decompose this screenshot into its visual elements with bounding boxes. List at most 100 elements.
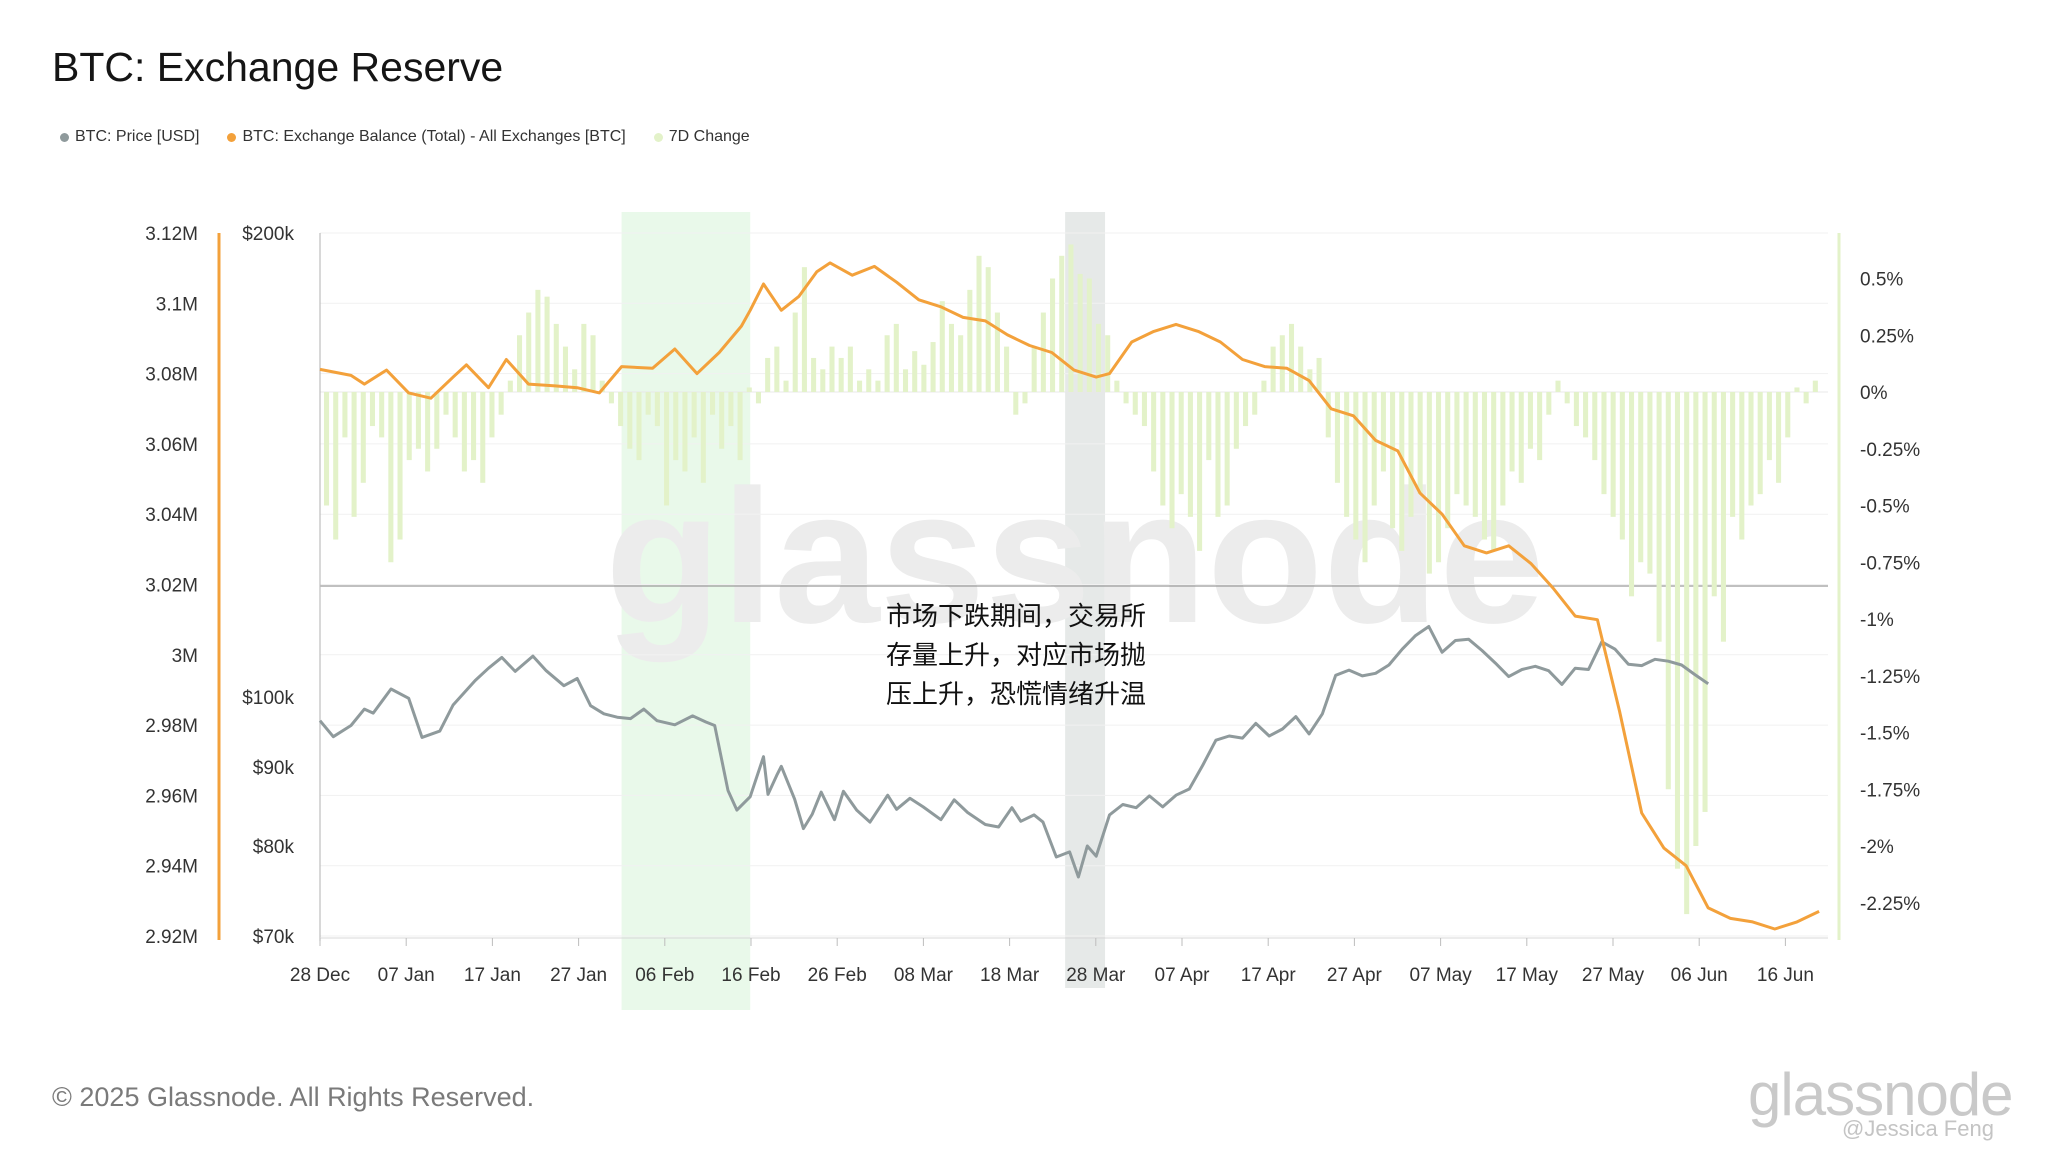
- change-bar: [1040, 312, 1046, 392]
- change-bar: [673, 392, 679, 461]
- change-bar: [875, 380, 881, 392]
- change-bar: [1647, 392, 1653, 574]
- legend-item-price[interactable]: BTC: Price [USD]: [60, 128, 199, 146]
- change-bar: [627, 392, 633, 449]
- change-bar: [1555, 380, 1561, 392]
- change-bar: [1776, 392, 1782, 483]
- change-bar: [1629, 392, 1635, 597]
- change-bar: [1353, 392, 1359, 540]
- balance-tick-label: 2.92M: [145, 927, 198, 948]
- balance-tick-label: 3M: [172, 646, 198, 667]
- change-bar: [415, 392, 421, 449]
- x-tick-label: 07 May: [1409, 965, 1472, 986]
- x-tick-label: 18 Mar: [980, 965, 1040, 986]
- change-bar: [976, 255, 982, 392]
- balance-tick-label: 3.02M: [145, 576, 198, 597]
- chart-title: BTC: Exchange Reserve: [52, 44, 504, 90]
- change-bar: [1546, 392, 1552, 415]
- change-bar: [1665, 392, 1671, 790]
- change-bar: [553, 323, 559, 392]
- change-bar: [618, 392, 624, 427]
- change-bar: [1500, 392, 1506, 506]
- change-bar: [489, 392, 495, 438]
- change-bar: [1151, 392, 1157, 472]
- change-bar: [1059, 255, 1065, 392]
- price-line: [318, 625, 1710, 879]
- change-tick-label: -0.75%: [1860, 553, 1920, 574]
- change-bar: [1380, 392, 1386, 472]
- change-bar: [360, 392, 366, 483]
- copyright: © 2025 Glassnode. All Rights Reserved.: [52, 1082, 535, 1112]
- change-bar: [434, 392, 440, 449]
- change-bar: [801, 267, 807, 392]
- change-bar: [544, 296, 550, 392]
- price-tick-label: $90k: [253, 758, 295, 779]
- change-bar: [1334, 392, 1340, 483]
- change-bar: [1812, 380, 1818, 392]
- change-bar: [737, 392, 743, 461]
- change-bar: [1638, 392, 1644, 563]
- change-bar: [461, 392, 467, 472]
- change-bar: [1077, 273, 1083, 392]
- balance-tick-label: 2.96M: [145, 786, 198, 807]
- change-bar: [333, 392, 339, 540]
- x-tick-label: 07 Jan: [378, 965, 435, 986]
- change-bar: [342, 392, 348, 438]
- change-bar: [1472, 392, 1478, 517]
- change-bar: [884, 335, 890, 392]
- change-bar: [902, 369, 909, 392]
- change-bar: [1693, 392, 1699, 846]
- price-tick-label: $200k: [242, 224, 294, 245]
- change-bar: [1509, 392, 1515, 472]
- change-bar: [1720, 392, 1726, 642]
- change-bar: [755, 392, 761, 404]
- change-tick-label: -1.5%: [1860, 724, 1910, 745]
- x-tick-label: 06 Feb: [635, 965, 694, 986]
- change-tick-label: 0.5%: [1860, 270, 1903, 291]
- legend-item-balance[interactable]: BTC: Exchange Balance (Total) - All Exch…: [227, 128, 626, 146]
- balance-tick-label: 2.98M: [145, 716, 198, 737]
- annotation-line-2: 存量上升，对应市场抛: [886, 641, 1147, 671]
- change-bar: [1573, 392, 1579, 427]
- x-tick-label: 16 Feb: [721, 965, 780, 986]
- x-tick-label: 08 Mar: [894, 965, 954, 986]
- balance-tick-label: 3.04M: [145, 505, 198, 526]
- change-bar: [397, 392, 403, 540]
- change-bar: [1362, 392, 1368, 563]
- change-bar: [388, 392, 394, 563]
- change-bar: [930, 342, 936, 392]
- change-bar: [1141, 392, 1147, 427]
- change-bar: [379, 392, 385, 438]
- change-bar: [1730, 392, 1736, 517]
- change-bar: [1243, 392, 1249, 427]
- change-bar: [1206, 392, 1212, 461]
- legend-item-change[interactable]: 7D Change: [653, 128, 750, 146]
- change-tick-label: -1%: [1860, 610, 1894, 631]
- change-bar: [811, 357, 817, 392]
- change-bar: [1408, 392, 1414, 517]
- change-bar: [709, 392, 716, 415]
- change-bar: [719, 392, 725, 449]
- legend-balance-label: BTC: Exchange Balance (Total) - All Exch…: [242, 128, 626, 145]
- change-bar: [1656, 392, 1662, 642]
- change-bar: [893, 323, 899, 392]
- price-tick-label: $70k: [253, 927, 295, 948]
- change-bar: [866, 369, 872, 392]
- change-bar: [1454, 392, 1460, 495]
- x-tick-label: 27 Apr: [1327, 965, 1383, 986]
- change-bar: [425, 392, 431, 472]
- change-bar: [1086, 278, 1092, 392]
- change-bar: [1095, 323, 1102, 392]
- change-bar: [1298, 346, 1304, 392]
- change-bar: [1252, 392, 1258, 415]
- x-tick-label: 28 Mar: [1066, 965, 1126, 986]
- x-tick-label: 27 May: [1582, 965, 1645, 986]
- change-bar: [1105, 335, 1111, 392]
- change-bar: [406, 392, 412, 461]
- change-bar: [847, 346, 853, 392]
- change-bar: [1610, 392, 1616, 517]
- change-tick-label: -1.75%: [1860, 780, 1920, 801]
- price-tick-label: $100k: [242, 688, 294, 709]
- change-bar: [1197, 392, 1203, 551]
